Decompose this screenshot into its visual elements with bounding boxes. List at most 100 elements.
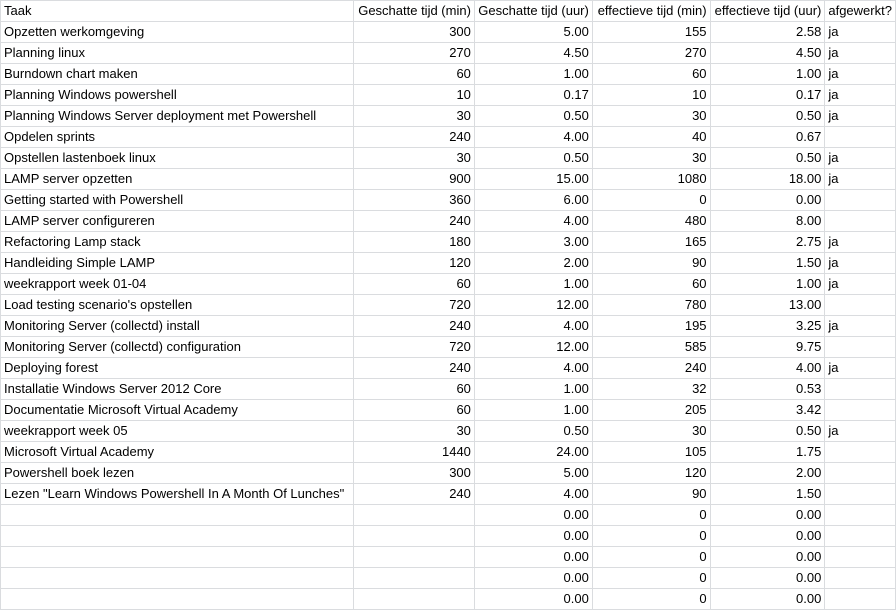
cell-geschatte-uur[interactable]: 4.00 bbox=[473, 315, 593, 337]
cell-effectieve-min[interactable]: 0 bbox=[591, 525, 711, 547]
cell-geschatte-uur[interactable]: 15.00 bbox=[473, 168, 593, 190]
cell-effectieve-uur[interactable]: 0.53 bbox=[709, 378, 826, 400]
cell-effectieve-uur[interactable]: 0.67 bbox=[709, 126, 826, 148]
cell-geschatte-uur[interactable]: 4.00 bbox=[473, 210, 593, 232]
column-header-taak[interactable]: Taak bbox=[0, 0, 355, 22]
cell-effectieve-uur[interactable]: 3.42 bbox=[709, 399, 826, 421]
cell-geschatte-uur[interactable]: 5.00 bbox=[473, 21, 593, 43]
cell-effectieve-min[interactable]: 30 bbox=[591, 147, 711, 169]
cell-geschatte-uur[interactable]: 4.00 bbox=[473, 126, 593, 148]
cell-effectieve-min[interactable]: 195 bbox=[591, 315, 711, 337]
cell-effectieve-min[interactable]: 32 bbox=[591, 378, 711, 400]
cell-afgewerkt[interactable]: ja bbox=[824, 357, 896, 379]
cell-effectieve-min[interactable]: 90 bbox=[591, 483, 711, 505]
cell-effectieve-min[interactable]: 780 bbox=[591, 294, 711, 316]
cell-effectieve-uur[interactable]: 0.17 bbox=[709, 84, 826, 106]
cell-geschatte-min[interactable]: 300 bbox=[353, 21, 475, 43]
cell-afgewerkt[interactable] bbox=[824, 588, 896, 610]
cell-taak[interactable]: Powershell boek lezen bbox=[0, 462, 355, 484]
cell-effectieve-min[interactable]: 40 bbox=[591, 126, 711, 148]
cell-geschatte-min[interactable]: 60 bbox=[353, 378, 475, 400]
cell-geschatte-uur[interactable]: 1.00 bbox=[473, 399, 593, 421]
cell-geschatte-min[interactable]: 30 bbox=[353, 420, 475, 442]
cell-geschatte-uur[interactable]: 0.00 bbox=[473, 567, 593, 589]
cell-geschatte-uur[interactable]: 0.50 bbox=[473, 105, 593, 127]
cell-geschatte-uur[interactable]: 1.00 bbox=[473, 63, 593, 85]
cell-afgewerkt[interactable] bbox=[824, 126, 896, 148]
cell-taak[interactable]: Installatie Windows Server 2012 Core bbox=[0, 378, 355, 400]
cell-geschatte-min[interactable]: 720 bbox=[353, 294, 475, 316]
cell-geschatte-min[interactable]: 360 bbox=[353, 189, 475, 211]
cell-geschatte-min[interactable]: 1440 bbox=[353, 441, 475, 463]
cell-afgewerkt[interactable] bbox=[824, 441, 896, 463]
cell-taak[interactable]: Planning Windows powershell bbox=[0, 84, 355, 106]
cell-afgewerkt[interactable] bbox=[824, 189, 896, 211]
cell-geschatte-min[interactable]: 10 bbox=[353, 84, 475, 106]
cell-geschatte-min[interactable]: 60 bbox=[353, 63, 475, 85]
cell-effectieve-min[interactable]: 1080 bbox=[591, 168, 711, 190]
cell-taak[interactable] bbox=[0, 546, 355, 568]
cell-effectieve-uur[interactable]: 2.00 bbox=[709, 462, 826, 484]
cell-afgewerkt[interactable]: ja bbox=[824, 315, 896, 337]
cell-effectieve-uur[interactable]: 9.75 bbox=[709, 336, 826, 358]
cell-taak[interactable]: Monitoring Server (collectd) configurati… bbox=[0, 336, 355, 358]
cell-geschatte-uur[interactable]: 5.00 bbox=[473, 462, 593, 484]
cell-geschatte-min[interactable]: 240 bbox=[353, 357, 475, 379]
cell-geschatte-min[interactable]: 60 bbox=[353, 399, 475, 421]
cell-geschatte-min[interactable] bbox=[353, 546, 475, 568]
cell-geschatte-min[interactable]: 900 bbox=[353, 168, 475, 190]
cell-geschatte-uur[interactable]: 12.00 bbox=[473, 294, 593, 316]
cell-afgewerkt[interactable]: ja bbox=[824, 63, 896, 85]
column-header-geschatte-min[interactable]: Geschatte tijd (min) bbox=[353, 0, 475, 22]
cell-effectieve-uur[interactable]: 18.00 bbox=[709, 168, 826, 190]
cell-taak[interactable]: Microsoft Virtual Academy bbox=[0, 441, 355, 463]
cell-effectieve-uur[interactable]: 0.00 bbox=[709, 504, 826, 526]
cell-taak[interactable]: Opzetten werkomgeving bbox=[0, 21, 355, 43]
cell-afgewerkt[interactable] bbox=[824, 525, 896, 547]
cell-taak[interactable] bbox=[0, 525, 355, 547]
cell-effectieve-min[interactable]: 120 bbox=[591, 462, 711, 484]
cell-geschatte-min[interactable]: 240 bbox=[353, 210, 475, 232]
cell-afgewerkt[interactable]: ja bbox=[824, 420, 896, 442]
cell-afgewerkt[interactable]: ja bbox=[824, 21, 896, 43]
cell-effectieve-min[interactable]: 0 bbox=[591, 504, 711, 526]
cell-afgewerkt[interactable] bbox=[824, 567, 896, 589]
column-header-effectieve-uur[interactable]: effectieve tijd (uur) bbox=[709, 0, 826, 22]
cell-taak[interactable]: LAMP server opzetten bbox=[0, 168, 355, 190]
cell-afgewerkt[interactable]: ja bbox=[824, 231, 896, 253]
cell-taak[interactable]: Handleiding Simple LAMP bbox=[0, 252, 355, 274]
cell-effectieve-min[interactable]: 0 bbox=[591, 567, 711, 589]
cell-afgewerkt[interactable]: ja bbox=[824, 168, 896, 190]
cell-geschatte-min[interactable] bbox=[353, 525, 475, 547]
cell-geschatte-uur[interactable]: 4.00 bbox=[473, 483, 593, 505]
cell-afgewerkt[interactable] bbox=[824, 483, 896, 505]
cell-geschatte-min[interactable]: 60 bbox=[353, 273, 475, 295]
cell-taak[interactable]: Burndown chart maken bbox=[0, 63, 355, 85]
cell-geschatte-uur[interactable]: 6.00 bbox=[473, 189, 593, 211]
cell-effectieve-uur[interactable]: 0.00 bbox=[709, 525, 826, 547]
cell-effectieve-min[interactable]: 240 bbox=[591, 357, 711, 379]
cell-taak[interactable]: Monitoring Server (collectd) install bbox=[0, 315, 355, 337]
cell-taak[interactable]: Getting started with Powershell bbox=[0, 189, 355, 211]
cell-taak[interactable]: Lezen "Learn Windows Powershell In A Mon… bbox=[0, 483, 355, 505]
cell-geschatte-uur[interactable]: 24.00 bbox=[473, 441, 593, 463]
cell-effectieve-uur[interactable]: 0.50 bbox=[709, 420, 826, 442]
cell-effectieve-uur[interactable]: 1.50 bbox=[709, 252, 826, 274]
cell-afgewerkt[interactable] bbox=[824, 504, 896, 526]
cell-taak[interactable] bbox=[0, 504, 355, 526]
cell-taak[interactable]: LAMP server configureren bbox=[0, 210, 355, 232]
cell-geschatte-uur[interactable]: 12.00 bbox=[473, 336, 593, 358]
cell-effectieve-uur[interactable]: 1.50 bbox=[709, 483, 826, 505]
cell-geschatte-min[interactable]: 120 bbox=[353, 252, 475, 274]
cell-geschatte-min[interactable] bbox=[353, 567, 475, 589]
cell-taak[interactable] bbox=[0, 588, 355, 610]
cell-effectieve-uur[interactable]: 1.00 bbox=[709, 63, 826, 85]
cell-effectieve-min[interactable]: 585 bbox=[591, 336, 711, 358]
cell-effectieve-uur[interactable]: 0.00 bbox=[709, 189, 826, 211]
cell-taak[interactable]: Planning Windows Server deployment met P… bbox=[0, 105, 355, 127]
cell-effectieve-min[interactable]: 165 bbox=[591, 231, 711, 253]
cell-effectieve-min[interactable]: 30 bbox=[591, 420, 711, 442]
cell-effectieve-min[interactable]: 155 bbox=[591, 21, 711, 43]
cell-geschatte-min[interactable]: 30 bbox=[353, 147, 475, 169]
cell-effectieve-uur[interactable]: 0.50 bbox=[709, 147, 826, 169]
